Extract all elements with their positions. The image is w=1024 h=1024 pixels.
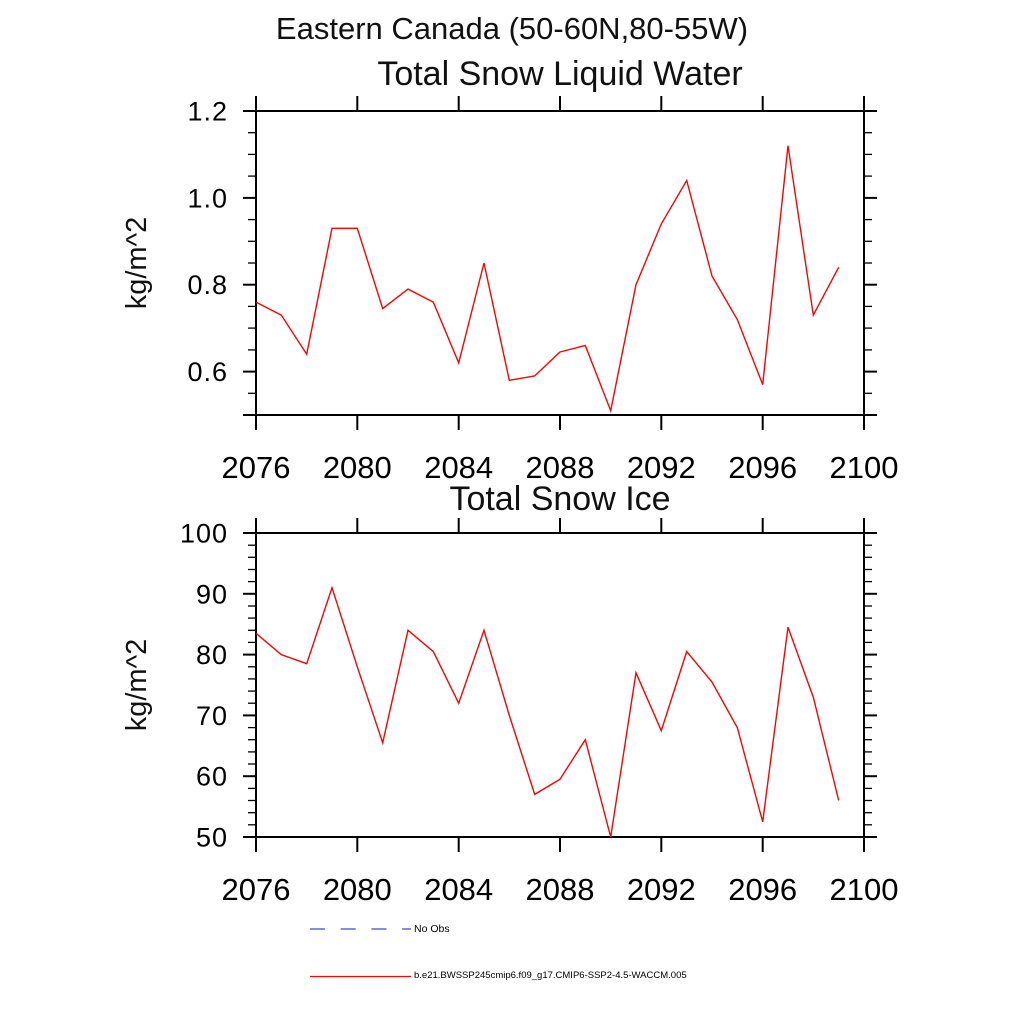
chart2-x-tick-label: 2092 [627,872,696,907]
chart1-y-tick-label: 1.0 [187,183,228,213]
chart1-x-tick-label: 2092 [627,450,696,485]
chart1-x-tick-label: 2100 [830,450,899,485]
chart2-x-tick-label: 2080 [323,872,392,907]
chart2-frame [255,532,865,838]
chart2-y-tick-label: 100 [180,519,228,549]
chart2-y-tick-label: 80 [196,640,228,670]
chart1-x-tick-label: 2084 [424,450,493,485]
chart2-title: Total Snow Ice [449,480,671,518]
chart1-frame [255,110,865,416]
chart1-x-tick-label: 2088 [526,450,595,485]
chart2-x-tick-label: 2096 [728,872,797,907]
legend-label-no-obs: No Obs [414,923,450,935]
chart1-y-tick-label: 1.2 [187,97,228,127]
chart1-x-tick-label: 2096 [728,450,797,485]
chart2-y-tick-label: 50 [196,823,228,853]
chart2-x-tick-label: 2088 [526,872,595,907]
chart1-x-tick-label: 2080 [323,450,392,485]
chart2-series-line [255,585,840,838]
chart2-y-tick-label: 90 [196,579,228,609]
chart2-x-tick-label: 2076 [222,872,291,907]
legend-label-model-run: b.e21.BWSSP245cmip6.f09_g17.CMIP6-SSP2-4… [414,970,687,981]
chart1-y-tick-label: 0.8 [187,270,228,300]
chart2-x-tick-label: 2084 [424,872,493,907]
figure-title: Eastern Canada (50-60N,80-55W) [275,11,749,46]
chart1-series-line [255,145,840,414]
chart2-x-tick-label: 2100 [830,872,899,907]
chart2-y-tick-label: 70 [196,701,228,731]
chart1-x-tick-label: 2076 [222,450,291,485]
chart2-y-tick-label: 60 [196,762,228,792]
chart1-y-tick-label: 0.6 [187,357,228,387]
chart1-title: Total Snow Liquid Water [377,55,743,93]
